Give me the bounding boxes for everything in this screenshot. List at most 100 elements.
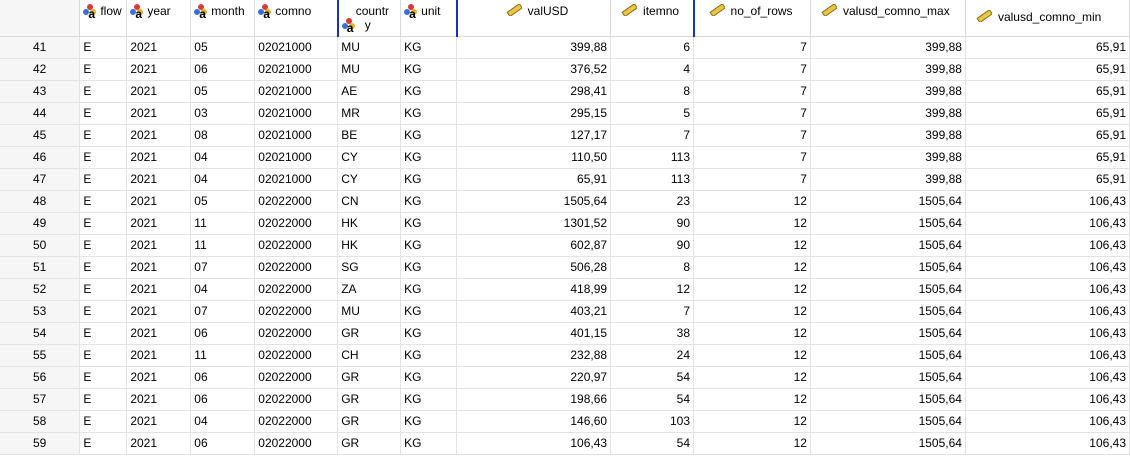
cell-valUSD[interactable]: 403,21 xyxy=(456,300,612,323)
cell-unit[interactable]: KG xyxy=(400,124,458,147)
cell-valusd_comno_max[interactable]: 1505,64 xyxy=(810,190,966,213)
cell-itemno[interactable]: 8 xyxy=(610,256,695,279)
cell-country[interactable]: CY xyxy=(337,168,402,191)
row-number-cell[interactable]: 46 xyxy=(0,146,81,169)
cell-month[interactable]: 11 xyxy=(190,234,256,257)
cell-no_of_rows[interactable]: 12 xyxy=(693,278,811,301)
cell-comno[interactable]: 02022000 xyxy=(254,432,339,455)
cell-comno[interactable]: 02022000 xyxy=(254,322,339,345)
cell-valusd_comno_max[interactable]: 399,88 xyxy=(810,58,966,81)
cell-flow[interactable]: E xyxy=(79,388,128,411)
cell-valusd_comno_max[interactable]: 399,88 xyxy=(810,36,966,59)
cell-flow[interactable]: E xyxy=(79,256,128,279)
cell-comno[interactable]: 02022000 xyxy=(254,234,339,257)
cell-valUSD[interactable]: 506,28 xyxy=(456,256,612,279)
cell-country[interactable]: CN xyxy=(337,190,402,213)
cell-valusd_comno_min[interactable]: 106,43 xyxy=(965,278,1130,301)
cell-itemno[interactable]: 4 xyxy=(610,58,695,81)
cell-valusd_comno_max[interactable]: 1505,64 xyxy=(810,256,966,279)
cell-unit[interactable]: KG xyxy=(400,366,458,389)
cell-no_of_rows[interactable]: 7 xyxy=(693,124,811,147)
cell-flow[interactable]: E xyxy=(79,234,128,257)
cell-year[interactable]: 2021 xyxy=(126,58,192,81)
cell-flow[interactable]: E xyxy=(79,146,128,169)
cell-month[interactable]: 07 xyxy=(190,256,256,279)
cell-year[interactable]: 2021 xyxy=(126,300,192,323)
cell-comno[interactable]: 02022000 xyxy=(254,410,339,433)
cell-no_of_rows[interactable]: 7 xyxy=(693,102,811,125)
cell-valusd_comno_max[interactable]: 1505,64 xyxy=(810,432,966,455)
row-number-cell[interactable]: 58 xyxy=(0,410,81,433)
cell-unit[interactable]: KG xyxy=(400,36,458,59)
cell-itemno[interactable]: 12 xyxy=(610,278,695,301)
cell-no_of_rows[interactable]: 12 xyxy=(693,300,811,323)
row-number-cell[interactable]: 48 xyxy=(0,190,81,213)
cell-country[interactable]: GR xyxy=(337,432,402,455)
row-number-cell[interactable]: 52 xyxy=(0,278,81,301)
cell-valusd_comno_min[interactable]: 106,43 xyxy=(965,234,1130,257)
cell-valUSD[interactable]: 1505,64 xyxy=(456,190,612,213)
cell-country[interactable]: MU xyxy=(337,36,402,59)
cell-valusd_comno_min[interactable]: 106,43 xyxy=(965,432,1130,455)
row-number-cell[interactable]: 45 xyxy=(0,124,81,147)
cell-unit[interactable]: KG xyxy=(400,432,458,455)
cell-year[interactable]: 2021 xyxy=(126,322,192,345)
row-number-cell[interactable]: 41 xyxy=(0,36,81,59)
column-header-country[interactable]: countr a y xyxy=(336,0,402,37)
cell-flow[interactable]: E xyxy=(79,102,128,125)
row-number-cell[interactable]: 56 xyxy=(0,366,81,389)
cell-unit[interactable]: KG xyxy=(400,256,458,279)
cell-comno[interactable]: 02021000 xyxy=(254,36,339,59)
cell-comno[interactable]: 02022000 xyxy=(254,366,339,389)
cell-month[interactable]: 06 xyxy=(190,432,256,455)
cell-valusd_comno_max[interactable]: 1505,64 xyxy=(810,300,966,323)
cell-unit[interactable]: KG xyxy=(400,146,458,169)
cell-country[interactable]: HK xyxy=(337,212,402,235)
cell-no_of_rows[interactable]: 12 xyxy=(693,234,811,257)
row-number-cell[interactable]: 53 xyxy=(0,300,81,323)
cell-unit[interactable]: KG xyxy=(400,344,458,367)
cell-month[interactable]: 06 xyxy=(190,322,256,345)
cell-unit[interactable]: KG xyxy=(400,80,458,103)
cell-itemno[interactable]: 54 xyxy=(610,432,695,455)
row-number-cell[interactable]: 44 xyxy=(0,102,81,125)
cell-unit[interactable]: KG xyxy=(400,278,458,301)
cell-valUSD[interactable]: 110,50 xyxy=(456,146,612,169)
cell-itemno[interactable]: 38 xyxy=(610,322,695,345)
cell-itemno[interactable]: 90 xyxy=(610,212,695,235)
row-number-cell[interactable]: 59 xyxy=(0,432,81,455)
cell-itemno[interactable]: 24 xyxy=(610,344,695,367)
cell-unit[interactable]: KG xyxy=(400,234,458,257)
row-number-cell[interactable]: 50 xyxy=(0,234,81,257)
cell-valusd_comno_min[interactable]: 65,91 xyxy=(965,36,1130,59)
cell-valUSD[interactable]: 198,66 xyxy=(456,388,612,411)
cell-no_of_rows[interactable]: 12 xyxy=(693,366,811,389)
cell-valusd_comno_min[interactable]: 106,43 xyxy=(965,410,1130,433)
cell-comno[interactable]: 02021000 xyxy=(254,80,339,103)
cell-valusd_comno_max[interactable]: 1505,64 xyxy=(810,278,966,301)
cell-comno[interactable]: 02021000 xyxy=(254,146,339,169)
cell-no_of_rows[interactable]: 12 xyxy=(693,388,811,411)
corner-cell[interactable] xyxy=(0,0,81,37)
cell-valusd_comno_min[interactable]: 106,43 xyxy=(965,344,1130,367)
cell-month[interactable]: 07 xyxy=(190,300,256,323)
cell-year[interactable]: 2021 xyxy=(126,102,192,125)
cell-no_of_rows[interactable]: 12 xyxy=(693,256,811,279)
cell-country[interactable]: HK xyxy=(337,234,402,257)
cell-month[interactable]: 04 xyxy=(190,278,256,301)
cell-valusd_comno_min[interactable]: 106,43 xyxy=(965,190,1130,213)
column-header-flow[interactable]: a flow xyxy=(79,0,128,37)
cell-valusd_comno_max[interactable]: 1505,64 xyxy=(810,322,966,345)
cell-year[interactable]: 2021 xyxy=(126,234,192,257)
cell-flow[interactable]: E xyxy=(79,278,128,301)
cell-comno[interactable]: 02021000 xyxy=(254,168,339,191)
cell-country[interactable]: CY xyxy=(337,146,402,169)
cell-valusd_comno_min[interactable]: 106,43 xyxy=(965,388,1130,411)
cell-flow[interactable]: E xyxy=(79,80,128,103)
cell-comno[interactable]: 02022000 xyxy=(254,388,339,411)
cell-unit[interactable]: KG xyxy=(400,410,458,433)
cell-country[interactable]: BE xyxy=(337,124,402,147)
cell-unit[interactable]: KG xyxy=(400,168,458,191)
cell-flow[interactable]: E xyxy=(79,190,128,213)
cell-comno[interactable]: 02021000 xyxy=(254,58,339,81)
